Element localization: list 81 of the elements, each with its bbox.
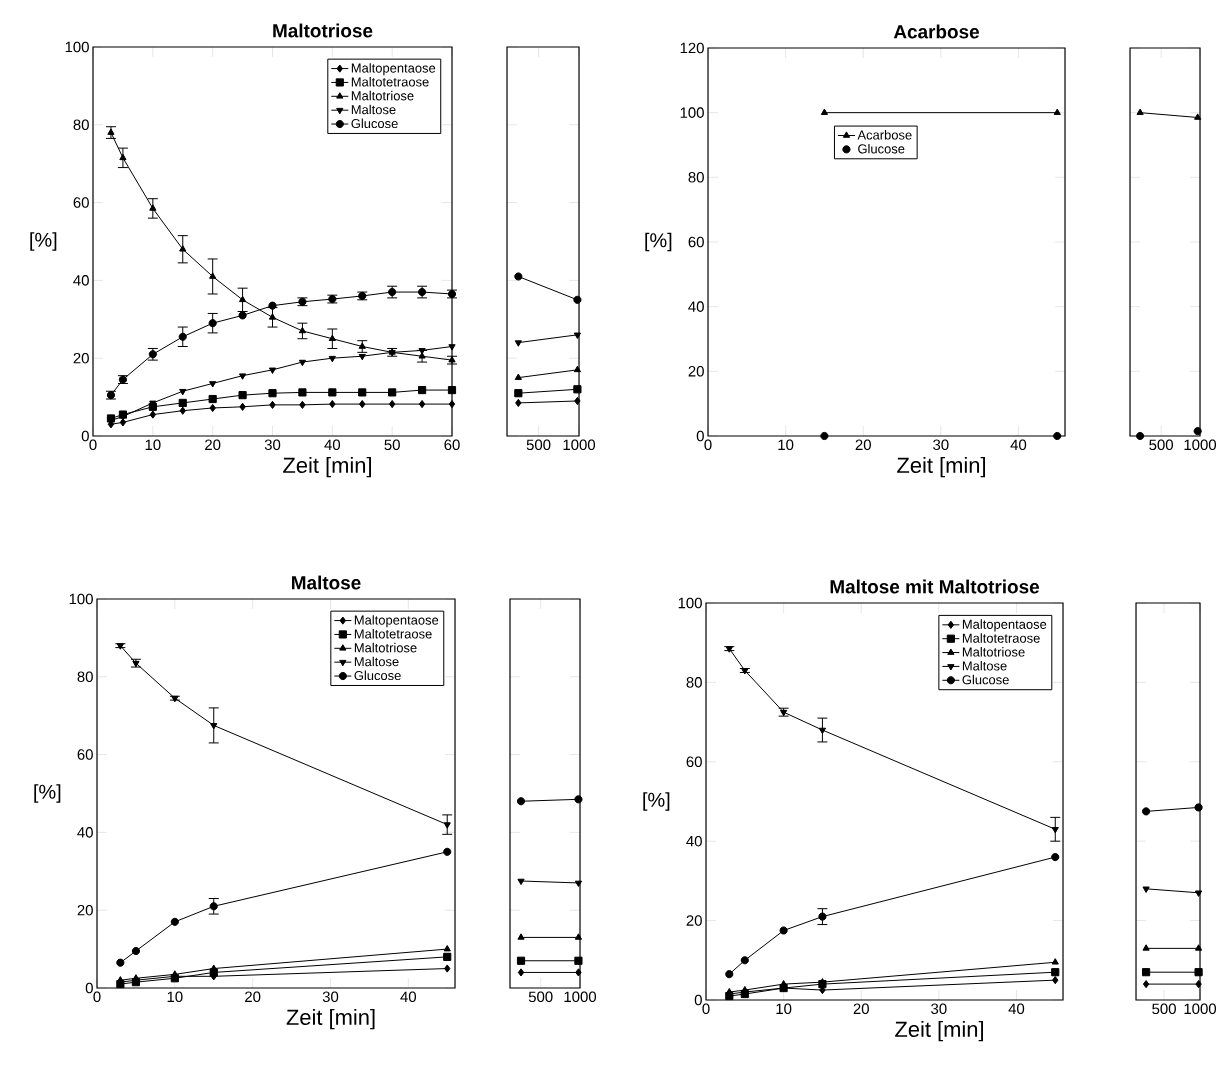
y-tick-label: 0 <box>696 430 704 442</box>
x-tick-label: 30 <box>322 991 339 1003</box>
legend-label: Maltotriose <box>962 647 1025 657</box>
chart-title: Acarbose <box>893 24 979 39</box>
x-tick-label: 500 <box>528 991 553 1003</box>
legend-label: Glucose <box>858 143 905 154</box>
x-axis-title: Zeit [min] <box>283 456 371 478</box>
y-tick-label: 0 <box>81 430 89 442</box>
y-tick-label: 100 <box>678 597 702 609</box>
x-tick-label: 1000 <box>563 439 596 451</box>
x-tick-label: 20 <box>245 991 261 1003</box>
x-axis-title: Zeit [min] <box>286 1008 375 1030</box>
x-tick-label: 10 <box>776 1003 792 1015</box>
x-tick-label: 60 <box>444 439 460 451</box>
legend-label: Maltopentaose <box>354 615 439 628</box>
y-tick-label: 60 <box>73 197 89 208</box>
legend-label: Glucose <box>351 118 398 129</box>
y-tick-label: 20 <box>77 904 93 916</box>
x-axis-title: Zeit [min] <box>897 456 985 478</box>
x-tick-label: 20 <box>855 439 871 451</box>
legend-label: Maltose <box>351 104 396 115</box>
y-tick-label: 120 <box>680 42 704 54</box>
x-axis-title: Zeit [min] <box>895 1020 983 1042</box>
y-tick-label: 20 <box>688 366 704 377</box>
x-tick-label: 0 <box>93 991 101 1003</box>
y-tick-label: 60 <box>688 236 704 248</box>
y-tick-label: 80 <box>73 119 89 131</box>
x-tick-label: 10 <box>167 991 183 1003</box>
x-tick-label: 10 <box>145 439 161 451</box>
y-tick-label: 40 <box>686 835 702 847</box>
y-tick-label: 40 <box>688 301 704 312</box>
legend-label: Maltotriose <box>351 90 414 101</box>
x-tick-label: 1000 <box>1184 1003 1217 1015</box>
x-tick-label: 500 <box>1149 439 1173 451</box>
x-tick-label: 50 <box>384 439 400 451</box>
y-tick-label: 0 <box>85 982 93 994</box>
y-tick-label: 40 <box>73 275 89 286</box>
y-tick-label: 100 <box>65 41 89 53</box>
x-tick-label: 40 <box>1008 1003 1025 1015</box>
chart-title: Maltose mit Maltotriose <box>830 579 1040 594</box>
x-tick-label: 40 <box>1010 439 1027 451</box>
x-tick-label: 10 <box>778 439 794 451</box>
legend-label: Maltotetraose <box>962 633 1040 643</box>
y-tick-label: 100 <box>69 593 93 605</box>
chart-title: Maltotriose <box>273 23 373 38</box>
y-axis-title: [%] <box>34 784 61 803</box>
x-tick-label: 20 <box>205 439 221 451</box>
y-axis-title: [%] <box>643 792 670 811</box>
legend-label: Maltotetraose <box>354 629 432 639</box>
x-tick-label: 40 <box>400 991 417 1003</box>
x-tick-label: 0 <box>704 439 712 451</box>
x-tick-label: 1000 <box>564 991 597 1003</box>
y-tick-label: 20 <box>73 352 89 364</box>
y-tick-label: 20 <box>686 915 702 926</box>
x-tick-label: 500 <box>526 439 551 451</box>
y-tick-label: 40 <box>77 827 93 838</box>
legend-label: Glucose <box>354 670 401 681</box>
y-axis-title: [%] <box>645 232 672 252</box>
legend-label: Glucose <box>962 674 1009 685</box>
chart-title: Maltose <box>292 575 361 590</box>
legend-label: Maltopentaose <box>962 619 1047 632</box>
y-tick-label: 100 <box>680 107 704 118</box>
x-tick-label: 20 <box>853 1003 869 1015</box>
y-tick-label: 80 <box>77 671 93 683</box>
y-tick-label: 80 <box>686 677 702 688</box>
legend-label: Maltose <box>354 656 399 667</box>
legend-label: Maltotriose <box>354 642 417 653</box>
y-tick-label: 60 <box>686 756 702 768</box>
y-tick-label: 80 <box>688 172 704 183</box>
legend-label: Acarbose <box>857 130 912 140</box>
y-axis-title: [%] <box>30 232 57 251</box>
legend-label: Maltopentaose <box>351 63 436 76</box>
x-tick-label: 30 <box>931 1003 947 1015</box>
legend-label: Maltose <box>962 660 1007 671</box>
y-tick-label: 60 <box>77 749 93 760</box>
x-tick-label: 500 <box>1152 1003 1176 1015</box>
x-tick-label: 30 <box>933 439 949 451</box>
x-tick-label: 40 <box>324 439 341 451</box>
x-tick-label: 30 <box>264 439 281 451</box>
x-tick-label: 1000 <box>1184 439 1217 451</box>
legend-label: Maltotetraose <box>351 76 429 87</box>
